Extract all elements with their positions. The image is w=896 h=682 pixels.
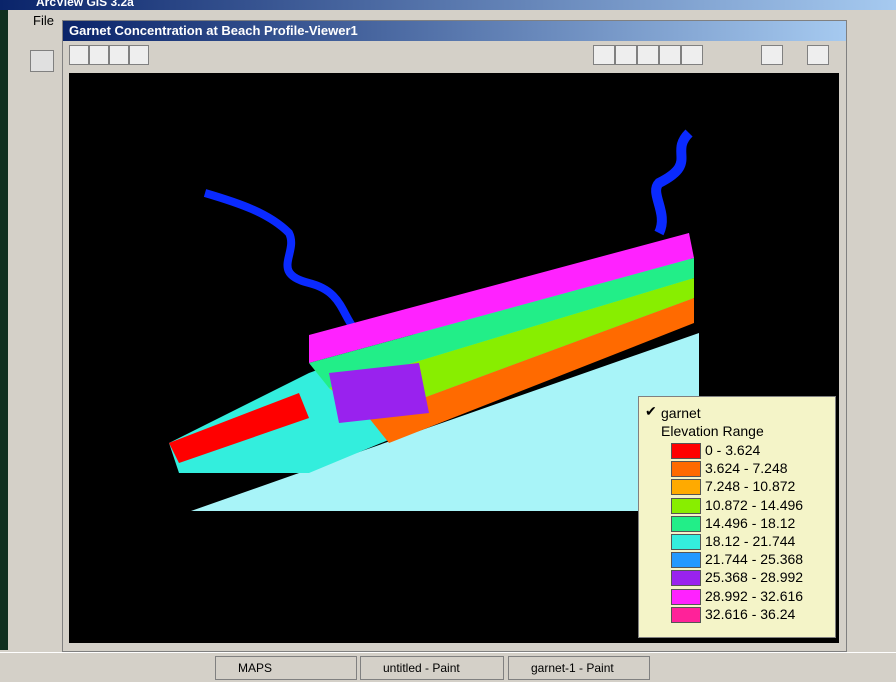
legend-label: 14.496 - 18.12	[705, 514, 796, 531]
legend-swatch	[671, 479, 701, 496]
tool-button[interactable]	[593, 45, 615, 65]
legend-swatch	[671, 497, 701, 514]
surface-band	[169, 393, 309, 463]
app-title-bar: ArcView GIS 3.2a	[0, 0, 896, 10]
river	[651, 129, 693, 236]
legend-swatch	[671, 461, 701, 478]
viewport	[69, 73, 839, 643]
legend-label: 21.744 - 25.368	[705, 551, 804, 568]
surface-band	[329, 363, 429, 423]
surface-band	[309, 233, 694, 363]
window-title-bar: Garnet Concentration at Beach Profile-Vi…	[63, 21, 846, 41]
taskbar-label: untitled - Paint	[383, 661, 460, 675]
tool-button[interactable]	[807, 45, 829, 65]
window-title: Garnet Concentration at Beach Profile-Vi…	[69, 23, 358, 38]
menu-item[interactable]: File	[33, 13, 54, 28]
taskbar: MAPS untitled - Paint garnet-1 - Paint	[0, 652, 896, 682]
legend-label: 7.248 - 10.872	[705, 478, 796, 495]
taskbar-button[interactable]: untitled - Paint	[360, 656, 504, 680]
legend-label: 0 - 3.624	[705, 442, 761, 458]
legend-label: 10.872 - 14.496	[705, 496, 804, 513]
taskbar-label: garnet-1 - Paint	[531, 661, 614, 675]
legend-label: 28.992 - 32.616	[705, 587, 804, 604]
taskbar-label: MAPS	[238, 661, 273, 675]
taskbar-button[interactable]: garnet-1 - Paint	[508, 656, 650, 680]
tool-button[interactable]	[129, 45, 149, 65]
taskbar-button[interactable]: MAPS	[215, 656, 357, 680]
river	[203, 189, 372, 347]
legend-label: 3.624 - 7.248	[705, 460, 788, 477]
legend-swatch	[671, 552, 701, 569]
app-title: ArcView GIS 3.2a	[36, 0, 134, 9]
legend-swatch	[671, 534, 701, 550]
tool-button[interactable]	[69, 45, 89, 65]
legend-label: 32.616 - 36.24	[705, 605, 796, 622]
legend-swatch	[671, 443, 701, 459]
tool-button[interactable]	[659, 45, 681, 65]
surface-band	[369, 298, 694, 443]
tool-button[interactable]	[89, 45, 109, 65]
legend-swatch	[671, 606, 701, 623]
legend-label: 25.368 - 28.992	[705, 569, 804, 586]
checkbox[interactable]: ✔	[645, 403, 657, 419]
tool-button[interactable]	[637, 45, 659, 65]
right-panel	[845, 20, 896, 650]
save-button[interactable]	[30, 50, 54, 72]
tool-button[interactable]	[109, 45, 129, 65]
left-strip	[0, 10, 8, 650]
toolbar-left	[69, 45, 169, 65]
legend-subtitle: Elevation Range	[661, 423, 764, 439]
legend-swatch	[671, 588, 701, 605]
legend-layer[interactable]: garnet	[661, 405, 701, 421]
legend-swatch	[671, 570, 701, 587]
tool-button[interactable]	[761, 45, 783, 65]
viewer-window: Garnet Concentration at Beach Profile-Vi…	[62, 20, 847, 652]
legend: garnet ✔ Elevation Range 0 - 3.624 3.624 …	[638, 396, 836, 638]
legend-swatch	[671, 515, 701, 532]
toolbar-right	[593, 45, 833, 65]
surface-band	[309, 258, 694, 388]
tool-button[interactable]	[681, 45, 703, 65]
tool-button[interactable]	[615, 45, 637, 65]
legend-label: 18.12 - 21.744	[705, 533, 796, 549]
